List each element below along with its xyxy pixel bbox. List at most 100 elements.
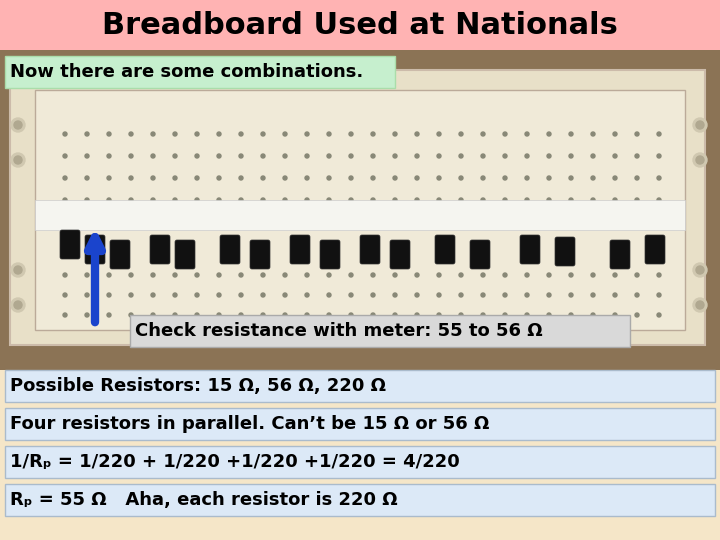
Circle shape: [591, 132, 595, 136]
Circle shape: [613, 132, 617, 136]
Circle shape: [129, 154, 133, 158]
Circle shape: [173, 293, 177, 297]
Circle shape: [283, 132, 287, 136]
Circle shape: [14, 156, 22, 164]
Circle shape: [481, 198, 485, 202]
Circle shape: [63, 176, 67, 180]
Circle shape: [14, 266, 22, 274]
FancyBboxPatch shape: [85, 235, 105, 264]
Circle shape: [151, 176, 155, 180]
Circle shape: [393, 154, 397, 158]
Circle shape: [305, 273, 309, 277]
Circle shape: [459, 198, 463, 202]
Circle shape: [547, 132, 551, 136]
Circle shape: [63, 313, 67, 317]
FancyBboxPatch shape: [290, 235, 310, 264]
Circle shape: [283, 176, 287, 180]
Circle shape: [195, 154, 199, 158]
Circle shape: [696, 121, 704, 129]
Circle shape: [393, 198, 397, 202]
FancyBboxPatch shape: [435, 235, 455, 264]
Circle shape: [525, 273, 529, 277]
Circle shape: [85, 273, 89, 277]
Text: Possible Resistors: 15 Ω, 56 Ω, 220 Ω: Possible Resistors: 15 Ω, 56 Ω, 220 Ω: [10, 377, 386, 395]
Circle shape: [195, 293, 199, 297]
FancyBboxPatch shape: [60, 230, 80, 259]
Circle shape: [283, 313, 287, 317]
Circle shape: [371, 132, 375, 136]
Circle shape: [261, 132, 265, 136]
FancyBboxPatch shape: [35, 90, 685, 330]
Circle shape: [591, 313, 595, 317]
Circle shape: [327, 176, 331, 180]
Circle shape: [393, 273, 397, 277]
Circle shape: [63, 132, 67, 136]
Circle shape: [327, 154, 331, 158]
FancyBboxPatch shape: [35, 200, 685, 230]
Circle shape: [693, 298, 707, 312]
Circle shape: [305, 313, 309, 317]
FancyBboxPatch shape: [5, 446, 715, 478]
Circle shape: [459, 132, 463, 136]
Circle shape: [635, 313, 639, 317]
Circle shape: [657, 176, 661, 180]
Circle shape: [547, 154, 551, 158]
Circle shape: [129, 132, 133, 136]
Circle shape: [129, 198, 133, 202]
Circle shape: [151, 273, 155, 277]
Circle shape: [63, 293, 67, 297]
Circle shape: [657, 273, 661, 277]
Circle shape: [11, 153, 25, 167]
Circle shape: [151, 198, 155, 202]
Circle shape: [613, 154, 617, 158]
Circle shape: [217, 154, 221, 158]
Circle shape: [239, 132, 243, 136]
Circle shape: [327, 313, 331, 317]
Circle shape: [481, 293, 485, 297]
Circle shape: [657, 132, 661, 136]
Circle shape: [107, 176, 111, 180]
Circle shape: [129, 176, 133, 180]
Circle shape: [305, 132, 309, 136]
Circle shape: [327, 293, 331, 297]
Text: 1/Rₚ = 1/220 + 1/220 +1/220 +1/220 = 4/220: 1/Rₚ = 1/220 + 1/220 +1/220 +1/220 = 4/2…: [10, 453, 460, 471]
Circle shape: [107, 132, 111, 136]
Circle shape: [283, 154, 287, 158]
Circle shape: [107, 293, 111, 297]
Circle shape: [393, 313, 397, 317]
Circle shape: [195, 273, 199, 277]
Circle shape: [459, 313, 463, 317]
Circle shape: [261, 313, 265, 317]
Circle shape: [11, 118, 25, 132]
Circle shape: [693, 153, 707, 167]
Circle shape: [481, 273, 485, 277]
Circle shape: [635, 293, 639, 297]
Circle shape: [129, 273, 133, 277]
FancyBboxPatch shape: [360, 235, 380, 264]
Circle shape: [657, 293, 661, 297]
Circle shape: [525, 293, 529, 297]
Circle shape: [459, 176, 463, 180]
Circle shape: [503, 176, 507, 180]
Circle shape: [613, 198, 617, 202]
Circle shape: [14, 301, 22, 309]
Circle shape: [569, 198, 573, 202]
Circle shape: [173, 273, 177, 277]
Circle shape: [261, 176, 265, 180]
Circle shape: [415, 154, 419, 158]
Circle shape: [503, 198, 507, 202]
Circle shape: [261, 273, 265, 277]
Circle shape: [349, 176, 353, 180]
FancyBboxPatch shape: [0, 50, 720, 370]
Circle shape: [107, 198, 111, 202]
Circle shape: [393, 293, 397, 297]
Circle shape: [349, 293, 353, 297]
Circle shape: [525, 154, 529, 158]
Circle shape: [173, 198, 177, 202]
Circle shape: [693, 118, 707, 132]
FancyBboxPatch shape: [110, 240, 130, 269]
Circle shape: [635, 154, 639, 158]
Circle shape: [239, 293, 243, 297]
Circle shape: [503, 273, 507, 277]
Circle shape: [415, 273, 419, 277]
